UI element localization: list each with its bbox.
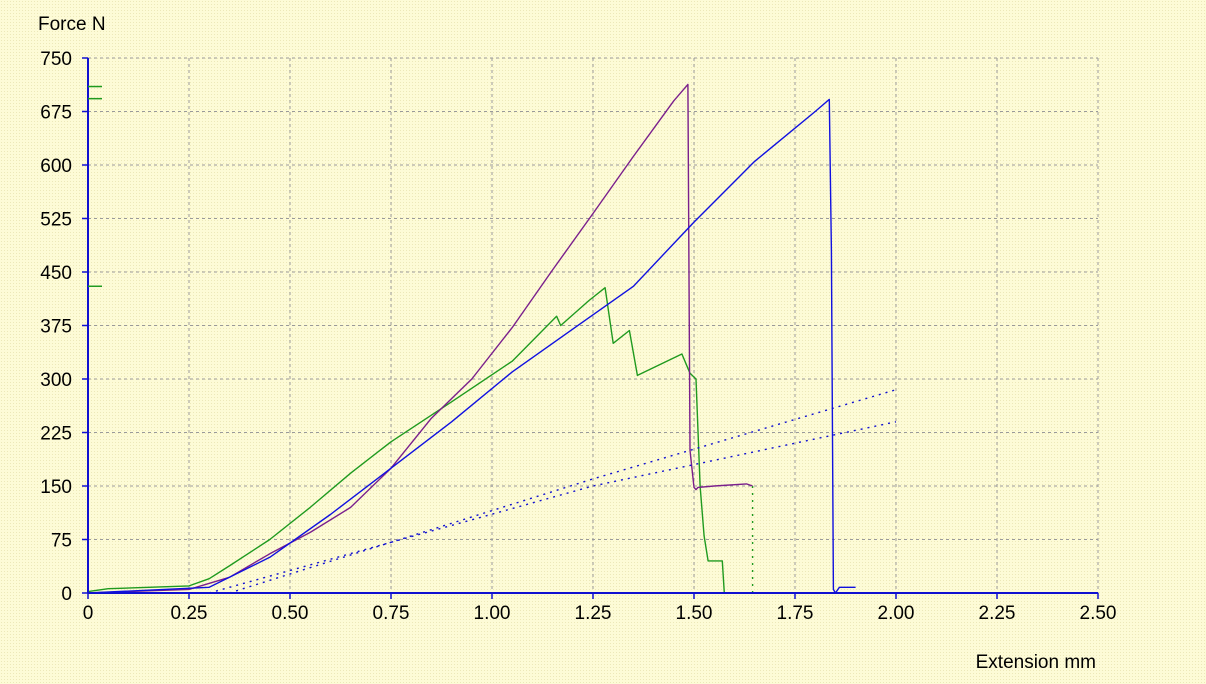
y-tick-label: 450 xyxy=(40,263,72,284)
x-tick-label: 0 xyxy=(83,603,94,624)
x-tick-label: 1.00 xyxy=(474,603,511,624)
y-tick-label: 75 xyxy=(51,531,72,552)
y-tick-label: 150 xyxy=(40,477,72,498)
y-tick-label: 375 xyxy=(40,317,72,338)
y-tick-label: 0 xyxy=(61,584,72,605)
x-tick-label: 0.75 xyxy=(373,603,410,624)
y-tick-labels: 0 75 150 225 300 375 450 525 600 675 750 xyxy=(40,49,72,605)
y-tick-label: 750 xyxy=(40,49,72,70)
series xyxy=(87,83,897,594)
y-tick-label: 675 xyxy=(40,103,72,124)
x-tick-label: 2.00 xyxy=(878,603,915,624)
y-tick-label: 525 xyxy=(40,210,72,231)
axes xyxy=(82,57,1099,599)
x-tick-label: 1.75 xyxy=(777,603,814,624)
x-tick-label: 1.50 xyxy=(676,603,713,624)
x-tick-label: 0.25 xyxy=(171,603,208,624)
x-tick-label: 1.25 xyxy=(575,603,612,624)
series-line-2 xyxy=(87,83,753,594)
y-tick-label: 600 xyxy=(40,156,72,177)
series-line-6 xyxy=(229,389,897,594)
y-tick-label: 225 xyxy=(40,424,72,445)
series-line-5 xyxy=(209,421,897,594)
x-tick-label: 0.50 xyxy=(272,603,309,624)
series-line-1 xyxy=(87,287,725,594)
grid xyxy=(88,57,1099,593)
x-tick-label: 2.50 xyxy=(1080,603,1117,624)
x-axis-label: Extension mm xyxy=(976,652,1096,673)
series-line-3 xyxy=(87,98,856,594)
y-tick-label: 300 xyxy=(40,370,72,391)
y-axis-label: Force N xyxy=(38,14,106,35)
x-tick-labels: 0 0.25 0.50 0.75 1.00 1.25 1.50 1.75 2.00 2.25 2.5… xyxy=(83,603,1117,624)
x-tick-label: 2.25 xyxy=(979,603,1016,624)
